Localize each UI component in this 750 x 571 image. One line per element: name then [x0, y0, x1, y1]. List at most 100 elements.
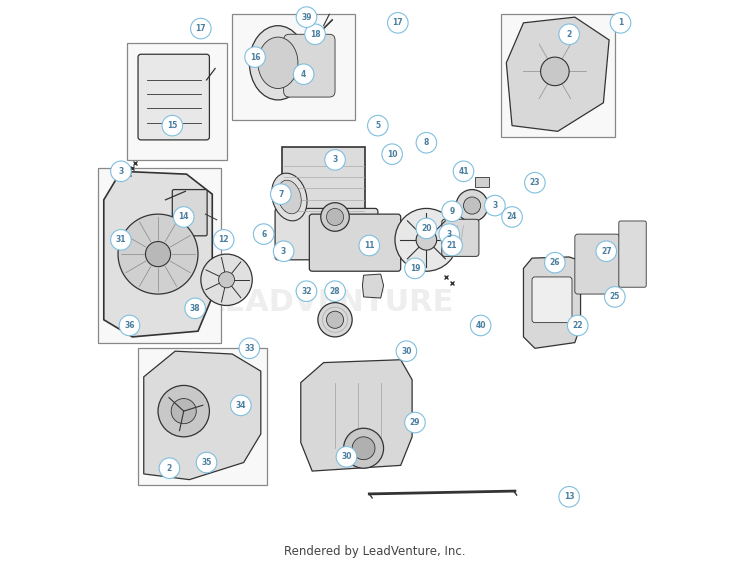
Text: 33: 33 [244, 344, 255, 353]
Circle shape [336, 447, 357, 467]
Text: 30: 30 [341, 452, 352, 461]
Text: 6: 6 [261, 230, 266, 239]
Circle shape [321, 203, 350, 231]
Circle shape [118, 214, 198, 294]
Ellipse shape [278, 180, 302, 214]
Text: 13: 13 [564, 492, 574, 501]
Text: 31: 31 [116, 235, 126, 244]
Text: 17: 17 [392, 18, 404, 27]
Circle shape [604, 287, 625, 307]
FancyBboxPatch shape [172, 190, 207, 236]
Text: 7: 7 [278, 190, 284, 199]
Circle shape [352, 437, 375, 460]
Circle shape [541, 57, 569, 86]
Text: 15: 15 [167, 121, 178, 130]
FancyBboxPatch shape [127, 43, 226, 160]
Text: 17: 17 [196, 24, 206, 33]
Text: 34: 34 [236, 401, 246, 410]
Text: 3: 3 [118, 167, 124, 176]
Text: 30: 30 [401, 347, 412, 356]
Text: 9: 9 [449, 207, 454, 216]
Circle shape [395, 208, 458, 271]
Text: 14: 14 [178, 212, 189, 222]
Text: 5: 5 [375, 121, 380, 130]
Circle shape [218, 272, 235, 288]
Circle shape [326, 311, 344, 328]
Circle shape [173, 207, 194, 227]
FancyBboxPatch shape [98, 168, 220, 343]
Text: 29: 29 [410, 418, 420, 427]
Circle shape [254, 224, 274, 244]
Ellipse shape [258, 37, 298, 89]
Circle shape [416, 230, 436, 250]
Circle shape [396, 341, 417, 361]
Circle shape [368, 115, 388, 136]
Circle shape [502, 207, 522, 227]
FancyBboxPatch shape [232, 14, 355, 120]
Circle shape [296, 281, 316, 301]
Circle shape [111, 230, 131, 250]
Circle shape [559, 24, 580, 45]
FancyBboxPatch shape [138, 348, 266, 485]
Circle shape [456, 190, 488, 222]
Text: 25: 25 [610, 292, 620, 301]
Circle shape [111, 161, 131, 182]
Circle shape [544, 252, 566, 273]
Circle shape [162, 115, 182, 136]
Text: 28: 28 [330, 287, 340, 296]
Text: 18: 18 [310, 30, 320, 39]
Text: 8: 8 [424, 138, 429, 147]
Text: 3: 3 [281, 247, 286, 256]
Text: 32: 32 [302, 287, 312, 296]
Text: 27: 27 [601, 247, 611, 256]
Text: Rendered by LeadVenture, Inc.: Rendered by LeadVenture, Inc. [284, 545, 466, 558]
FancyBboxPatch shape [282, 147, 365, 219]
Circle shape [359, 235, 380, 256]
Text: 20: 20 [422, 224, 432, 233]
Circle shape [273, 241, 294, 262]
Circle shape [214, 230, 234, 250]
Text: 40: 40 [476, 321, 486, 330]
Text: 38: 38 [190, 304, 200, 313]
FancyBboxPatch shape [475, 177, 489, 187]
Text: 26: 26 [550, 258, 560, 267]
Text: 21: 21 [447, 241, 458, 250]
Text: 41: 41 [458, 167, 469, 176]
Text: LEADVENTURE: LEADVENTURE [206, 288, 454, 317]
Circle shape [318, 303, 352, 337]
Circle shape [325, 150, 345, 170]
Circle shape [405, 412, 425, 433]
Polygon shape [362, 274, 383, 298]
FancyBboxPatch shape [442, 219, 479, 256]
Text: 3: 3 [446, 230, 452, 239]
Text: 10: 10 [387, 150, 398, 159]
Circle shape [196, 452, 217, 473]
Circle shape [296, 7, 316, 27]
Text: 12: 12 [218, 235, 229, 244]
FancyBboxPatch shape [532, 277, 572, 323]
Circle shape [171, 399, 196, 424]
Polygon shape [144, 351, 261, 480]
FancyBboxPatch shape [500, 14, 615, 137]
Circle shape [453, 161, 474, 182]
Polygon shape [301, 360, 412, 471]
Circle shape [416, 132, 436, 153]
Text: 39: 39 [302, 13, 312, 22]
Polygon shape [524, 257, 580, 348]
Circle shape [158, 385, 209, 437]
Circle shape [119, 315, 140, 336]
Circle shape [470, 315, 491, 336]
Text: 2: 2 [566, 30, 572, 39]
FancyBboxPatch shape [574, 234, 620, 294]
Circle shape [568, 315, 588, 336]
FancyBboxPatch shape [284, 34, 335, 97]
FancyBboxPatch shape [275, 208, 378, 260]
Circle shape [190, 18, 211, 39]
Circle shape [382, 144, 403, 164]
Ellipse shape [250, 26, 307, 100]
Circle shape [326, 208, 344, 226]
Circle shape [524, 172, 545, 193]
Polygon shape [506, 17, 609, 131]
Circle shape [159, 458, 180, 478]
Text: 3: 3 [332, 155, 338, 164]
